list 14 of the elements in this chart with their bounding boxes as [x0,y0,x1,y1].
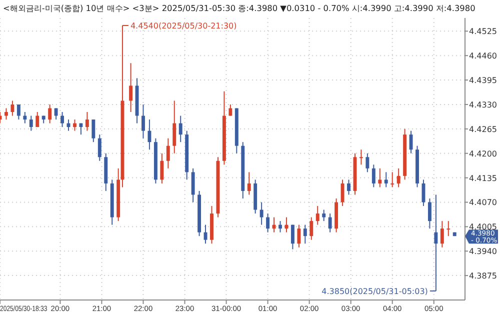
y-tick-label: 4.4525 [469,27,497,36]
y-tick-label: 4.4395 [469,76,497,86]
y-tick-label: 4.4200 [469,149,497,158]
y-tick-label: 4.4070 [469,198,497,208]
y-tick-label: 4.4005 [469,222,497,232]
y-tick-label: 4.4460 [469,52,497,61]
y-tick-label: 4.4135 [469,174,497,183]
y-tick-label: 4.4265 [469,124,497,134]
annotation: 4.4540(2025/05/30-21:30) [130,22,237,31]
y-tick-label: 4.3940 [469,247,497,256]
chart-title: <해외금리-미국(종합) 10년 매수> <3분> 2025/05/31-05:30 종:4.3980 ▼0.0310 - 0.70% 시:4.3990 고:4.3990 저:4.3980 [3,3,476,13]
y-tick-label: 4.3875 [469,272,497,281]
annotation: 4.3850(2025/05/31-05:03) [322,286,428,296]
y-tick-label: 4.4330 [469,100,497,110]
